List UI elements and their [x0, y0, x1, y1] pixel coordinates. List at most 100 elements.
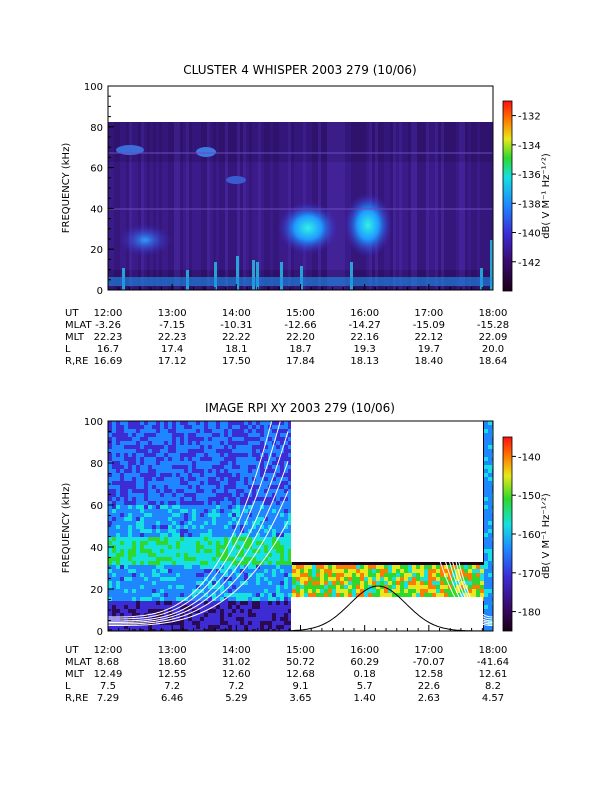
spectrogram-cell — [220, 485, 224, 489]
spectrogram-cell — [308, 577, 312, 581]
spectrogram-cell — [224, 465, 228, 469]
spectrogram-cell — [244, 469, 248, 473]
spectrogram-column — [225, 122, 228, 290]
spectrogram-cell — [220, 465, 224, 469]
spectrogram-cell — [136, 521, 140, 525]
spectrogram-column — [324, 122, 327, 290]
spectrogram-cell — [128, 485, 132, 489]
spectrogram-cell — [156, 565, 160, 569]
spectrogram-cell — [272, 481, 276, 485]
spectrogram-cell — [140, 585, 144, 589]
spectrogram-cell — [160, 489, 164, 493]
spectrogram-cell — [220, 473, 224, 477]
spectrogram-cell — [120, 441, 124, 445]
spectrogram-cell — [268, 609, 272, 613]
spectrogram-cell — [296, 585, 300, 589]
spectrogram-cell — [272, 537, 276, 541]
spectrogram-cell — [216, 449, 220, 453]
spectrogram-cell — [324, 593, 328, 597]
spectrogram-cell — [140, 625, 144, 629]
spectrogram-cell — [212, 545, 216, 549]
spectrogram-cell — [180, 573, 184, 577]
spectrogram-cell — [384, 569, 388, 573]
spectrogram-cell — [116, 525, 120, 529]
spectrogram-cell — [160, 585, 164, 589]
spectrogram-cell — [204, 561, 208, 565]
spectrogram-cell — [284, 593, 288, 597]
spectrogram-cell — [148, 569, 152, 573]
spectrogram-column — [462, 122, 465, 290]
spectrogram-cell — [204, 549, 208, 553]
spectrogram-cell — [236, 485, 240, 489]
spectrogram-cell — [220, 453, 224, 457]
spectrogram-cell — [168, 553, 172, 557]
spectrogram-cell — [248, 425, 252, 429]
spectrogram-cell — [152, 441, 156, 445]
spectrogram-cell — [244, 441, 248, 445]
spectrogram-cell — [440, 593, 444, 597]
spectrogram-cell — [204, 493, 208, 497]
spectrogram-cell — [192, 465, 196, 469]
spectrogram-cell — [252, 489, 256, 493]
spectrogram-cell — [180, 561, 184, 565]
spectrogram-cell — [256, 501, 260, 505]
spectrogram-cell — [120, 537, 124, 541]
spectrogram-cell — [176, 569, 180, 573]
spectrogram-cell — [204, 553, 208, 557]
spectrogram-cell — [384, 573, 388, 577]
spectrogram-cell — [260, 589, 264, 593]
spectrogram-cell — [200, 549, 204, 553]
spectrogram-column — [399, 122, 402, 290]
spectrogram-cell — [248, 445, 252, 449]
spectrogram-cell — [236, 429, 240, 433]
spectrogram-cell — [368, 565, 372, 569]
spectrogram-cell — [252, 513, 256, 517]
spectrogram-cell — [276, 545, 280, 549]
spectrogram-cell — [260, 601, 264, 605]
spectrogram-cell — [416, 589, 420, 593]
spectrogram-cell — [204, 481, 208, 485]
spectrogram-cell — [140, 521, 144, 525]
spectrogram-cell — [268, 537, 272, 541]
spectrogram-cell — [388, 573, 392, 577]
spectrogram-cell — [224, 553, 228, 557]
spectrogram-cell — [160, 529, 164, 533]
spectrogram-cell — [196, 493, 200, 497]
spectrogram-cell — [152, 577, 156, 581]
spectrogram-cell — [116, 473, 120, 477]
spectrogram-cell — [116, 477, 120, 481]
spectrogram-cell — [208, 621, 212, 625]
spectrogram-cell — [112, 533, 116, 537]
spectrogram-column — [198, 122, 201, 290]
spectrogram-cell — [412, 589, 416, 593]
spectrogram-cell — [432, 565, 436, 569]
spectrogram-cell — [112, 573, 116, 577]
spectrogram-cell — [140, 549, 144, 553]
spectrogram-cell — [228, 433, 232, 437]
spectrogram-cell — [116, 501, 120, 505]
spectrogram-cell — [112, 505, 116, 509]
spectrogram-cell — [240, 453, 244, 457]
spectrogram-cell — [176, 589, 180, 593]
spectrogram-cell — [140, 473, 144, 477]
spectrogram-cell — [332, 593, 336, 597]
spectrogram-cell — [196, 429, 200, 433]
spectrogram-cell — [276, 493, 280, 497]
spectrogram-cell — [200, 425, 204, 429]
spectrogram-cell — [272, 489, 276, 493]
spectrogram-cell — [176, 457, 180, 461]
spectrogram-cell — [120, 593, 124, 597]
spectrogram-cell — [204, 513, 208, 517]
spectrogram-cell — [204, 437, 208, 441]
spectrogram-cell — [332, 565, 336, 569]
spectrogram-cell — [120, 477, 124, 481]
spectrogram-cell — [160, 605, 164, 609]
spectrogram-column — [474, 122, 477, 290]
spectrogram-cell — [236, 473, 240, 477]
spectrogram-cell — [148, 513, 152, 517]
spectrogram-cell — [140, 485, 144, 489]
spectrogram-cell — [132, 541, 136, 545]
spectrogram-cell — [208, 453, 212, 457]
spectrogram-cell — [156, 477, 160, 481]
spectrogram-cell — [168, 445, 172, 449]
